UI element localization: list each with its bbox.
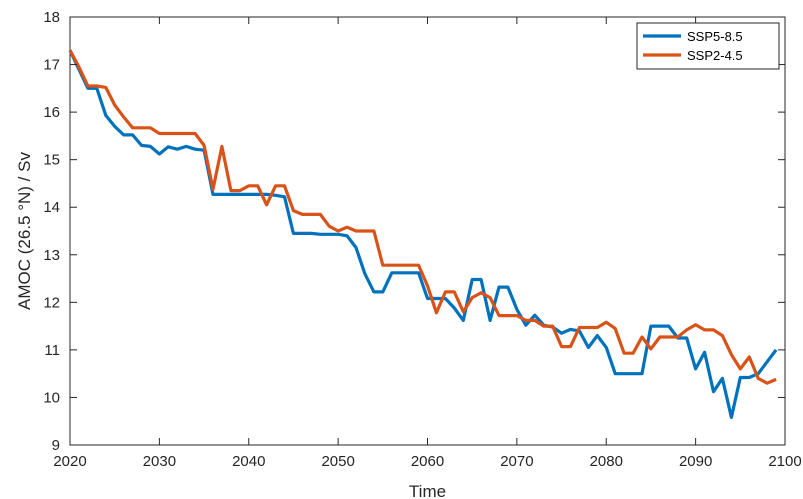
plot-area <box>69 16 786 446</box>
x-axis-title: Time <box>409 482 446 499</box>
x-tick-label: 2020 <box>53 453 86 470</box>
y-tick-label: 17 <box>43 57 60 74</box>
y-tick-label: 10 <box>43 389 60 406</box>
y-tick-label: 15 <box>43 152 60 169</box>
x-tick-label: 2100 <box>768 453 801 470</box>
series-layer <box>68 49 778 419</box>
y-axis-title: AMOC (26.5 °N) / Sv <box>15 152 34 310</box>
legend-label: SSP2-4.5 <box>687 48 743 63</box>
x-tick-label: 2080 <box>590 453 623 470</box>
y-axis-ticks: 9 10 11 12 13 14 15 16 17 18 <box>43 9 785 454</box>
x-tick-label: 2040 <box>232 453 265 470</box>
series-line-2 <box>68 49 777 385</box>
y-tick-label: 18 <box>43 9 60 26</box>
x-tick-label: 2060 <box>411 453 444 470</box>
x-tick-label: 2070 <box>500 453 533 470</box>
x-tick-label: 2030 <box>143 453 176 470</box>
y-tick-label: 13 <box>43 247 60 264</box>
legend-box <box>636 22 780 70</box>
y-tick-label: 16 <box>43 104 60 121</box>
x-tick-label: 2090 <box>679 453 712 470</box>
x-tick-label: 2050 <box>321 453 354 470</box>
y-tick-label: 12 <box>43 294 60 311</box>
legend: SSP5-8.5 SSP2-4.5 <box>636 22 780 70</box>
y-tick-label: 9 <box>52 437 60 454</box>
legend-label: SSP5-8.5 <box>687 29 743 44</box>
x-axis-ticks: 2020 2030 2040 2050 2060 2070 2080 2090 2100 <box>53 17 802 470</box>
series-line-1 <box>68 49 778 419</box>
y-tick-label: 11 <box>44 342 60 359</box>
y-tick-label: 14 <box>43 199 60 216</box>
plot-frame <box>69 16 786 446</box>
